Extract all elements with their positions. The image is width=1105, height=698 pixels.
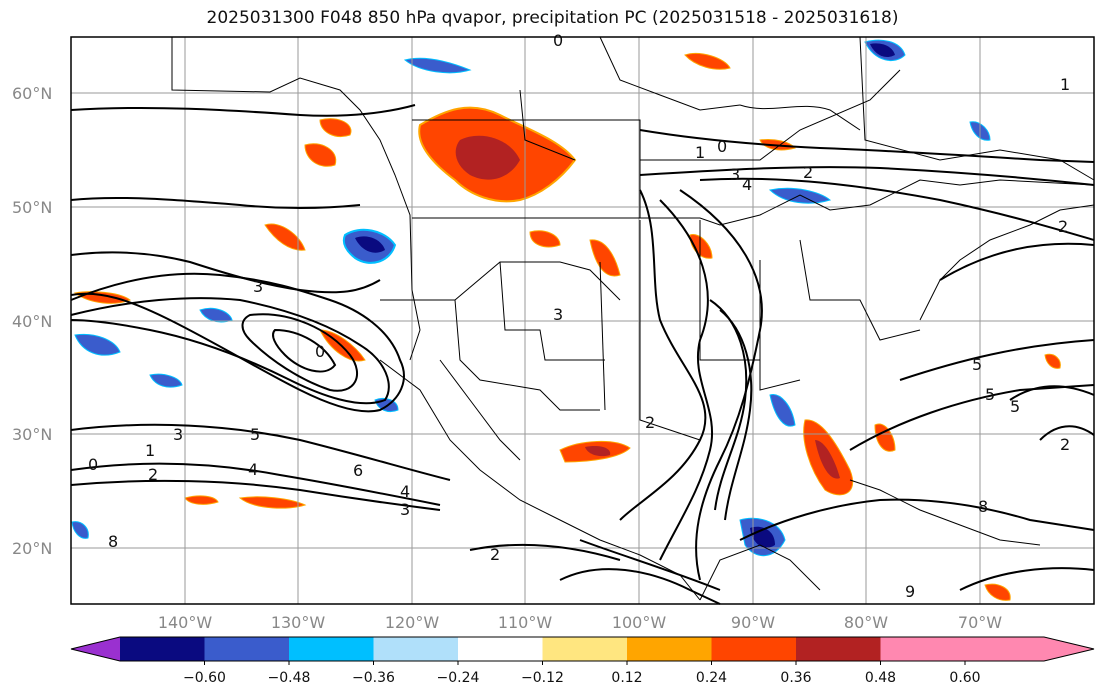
colorbar-segment [880,637,965,661]
contour-label: 5 [1010,397,1020,416]
colorbar: −0.60 −0.48 −0.36 −0.24 −0.12 0.12 0.24 … [70,636,1095,686]
contour-label: 2 [148,465,158,484]
longitude-axis: 140°W 130°W 120°W 110°W 100°W 90°W 80°W … [158,613,1002,632]
colorbar-segment [289,637,374,661]
contour-label: 6 [353,461,363,480]
contour-label: 2 [1058,217,1068,236]
contour-label: 0 [553,31,563,50]
contour-label: 4 [248,460,258,479]
colorbar-outline [70,636,1095,662]
lon-tick-label: 90°W [731,613,775,632]
colorbar-label: −0.48 [268,670,311,686]
colorbar-segment [204,637,289,661]
colorbar-segment [965,637,1044,661]
lon-tick-label: 130°W [271,613,326,632]
contour-label: 0 [88,455,98,474]
contour-label: 5 [250,425,260,444]
contour-label: 3 [400,500,410,519]
contour-label: 8 [978,497,988,516]
contour-label: 1 [695,143,705,162]
lat-tick-label: 60°N [12,84,52,103]
colorbar-extend-max [1044,637,1094,661]
colorbar-segment [542,637,627,661]
contour-label: 8 [108,532,118,551]
contour-label-group: 0 1 3 2 4 2 1 3 0 0 2 3 1 0 2 2 3 4 5 6 … [88,31,1070,601]
colorbar-segment [120,637,205,661]
colorbar-label: −0.36 [352,670,395,686]
colorbar-ticks [204,661,966,665]
colorbar-label: −0.24 [437,670,480,686]
lon-tick-label: 120°W [385,613,440,632]
lon-tick-label: 140°W [158,613,213,632]
colorbar-segment [627,637,712,661]
contour-label: 0 [717,137,727,156]
map-frame [70,36,1095,605]
colorbar-label: 0.48 [865,670,896,686]
colorbar-label: 0.24 [696,670,727,686]
colorbar-label: −0.60 [183,670,226,686]
contour-label: 5 [972,355,982,374]
colorbar-segment [458,637,543,661]
colorbar-label: 0.12 [611,670,642,686]
lon-tick-label: 100°W [612,613,667,632]
contour-label: 2 [490,545,500,564]
contour-label: 3 [173,425,183,444]
lon-tick-label: 70°W [958,613,1002,632]
lon-tick-label: 110°W [498,613,553,632]
contour-label: 1 [1060,75,1070,94]
colorbar-segment [711,637,796,661]
lon-tick-label: 80°W [844,613,888,632]
colorbar-label: −0.12 [521,670,564,686]
colorbar-label: 0.36 [780,670,811,686]
qvapor-contours [70,104,1095,605]
contour-label: 4 [400,482,410,501]
colorbar-extend-min [71,637,120,661]
contour-label: 5 [985,385,995,404]
contour-label: 3 [730,165,740,184]
contour-label: 9 [905,582,915,601]
colorbar-label: 0.60 [949,670,980,686]
negative-shading [71,39,991,557]
contour-label: 0 [315,342,325,361]
lat-tick-label: 30°N [12,425,52,444]
contour-label: 3 [253,277,263,296]
colorbar-segment [373,637,458,661]
lat-tick-label: 20°N [12,539,52,558]
colorbar-segment [796,637,881,661]
lat-tick-label: 50°N [12,198,52,217]
contour-label: 2 [803,163,813,182]
contour-label: 2 [645,413,655,432]
contour-label: 2 [1060,435,1070,454]
contour-label: 4 [742,175,752,194]
lat-tick-label: 40°N [12,312,52,331]
latitude-axis: 60°N 50°N 40°N 30°N 20°N [12,84,52,558]
contour-label: 3 [553,305,563,324]
contour-label: 1 [145,441,155,460]
graticule [71,37,1094,604]
map-title: 2025031300 F048 850 hPa qvapor, precipit… [206,8,899,28]
